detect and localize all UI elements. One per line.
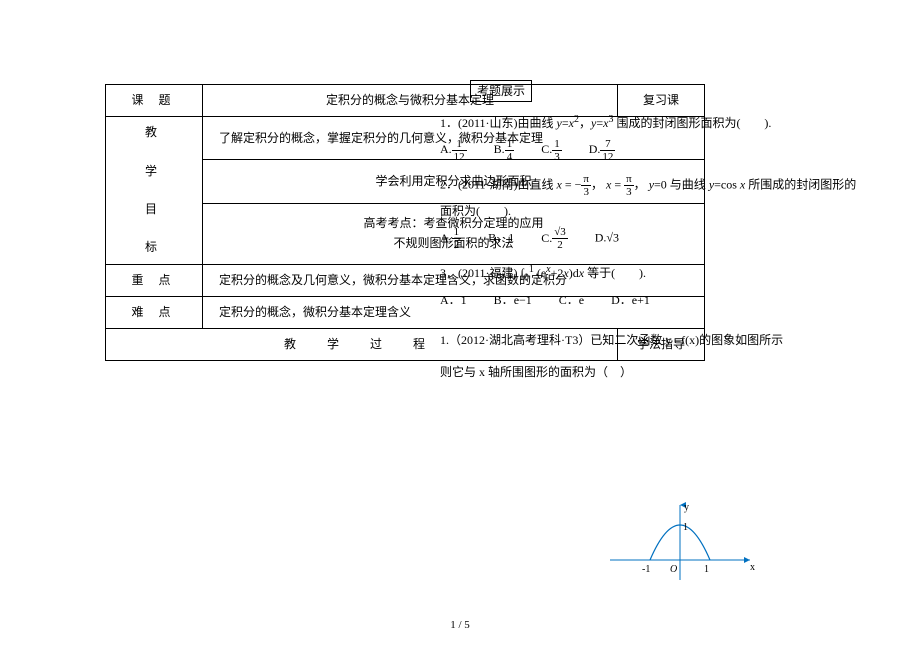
- cell-hard-label: 难 点: [106, 296, 203, 328]
- label-one: 1: [683, 522, 688, 533]
- cell-goals-label: 教 学 目 标: [106, 117, 203, 264]
- q4-line1: 1.（2012·湖北高考理科·T3）已知二次函数 y =f(x)的图象如图所示: [440, 331, 915, 349]
- q1-text-b: ，: [579, 116, 591, 130]
- cell-topic-label: 课 题: [106, 85, 203, 117]
- q3-text-a: 3．(2011·福建): [440, 266, 518, 280]
- svg-text:1: 1: [704, 564, 709, 575]
- q3-choices: A．1 B．e−1 C．e D．e+1: [440, 291, 915, 309]
- cell-key-label: 重 点: [106, 264, 203, 296]
- show-box-row: 考题展示: [440, 80, 915, 102]
- q3: 3．(2011·福建) ∫01 (ex+2x)dx 等于( ).: [440, 262, 915, 285]
- q2-choices: A.12 B．1 C.√32 D.√3: [440, 226, 915, 251]
- goal-char-4: 标: [145, 240, 163, 254]
- q2-text-a: 2．(2011·湖南)由直线: [440, 178, 557, 192]
- page: 课 题 定积分的概念与微积分基本定理 复习课 教 学 目 标 了解定积分的概念，…: [0, 0, 920, 651]
- q2-line2: 面积为( ).: [440, 202, 915, 220]
- questions-overlay: 考题展示 1．(2011·山东)由曲线 y=x2，y=x3 围成的封闭图形面积为…: [440, 80, 915, 381]
- axis-y-label: y: [684, 502, 689, 513]
- label-origin: O: [670, 564, 677, 575]
- goal-char-1: 教: [145, 125, 163, 139]
- q3-text-b: 等于( ).: [587, 266, 646, 280]
- q1: 1．(2011·山东)由曲线 y=x2，y=x3 围成的封闭图形面积为( ).: [440, 112, 915, 132]
- q2: 2．(2011·湖南)由直线 x = −π3， x = π3， y=0 与曲线 …: [440, 173, 915, 198]
- q1-choices: A.112 B.14 C.13 D.712: [440, 138, 915, 163]
- page-footer: 1 / 5: [0, 619, 920, 631]
- parabola-graph: y x 1 -1 1 O: [600, 500, 760, 590]
- show-box: 考题展示: [470, 80, 532, 102]
- goal-char-3: 目: [145, 202, 163, 216]
- q4-line2: 则它与 x 轴所围图形的面积为（ ）: [440, 363, 915, 381]
- label-m1: -1: [642, 564, 650, 575]
- axis-x-label: x: [750, 562, 755, 573]
- q1-text-c: 围成的封闭图形面积为( ).: [613, 116, 771, 130]
- q1-text-a: 1．(2011·山东)由曲线: [440, 116, 557, 130]
- goal-char-2: 学: [145, 164, 163, 178]
